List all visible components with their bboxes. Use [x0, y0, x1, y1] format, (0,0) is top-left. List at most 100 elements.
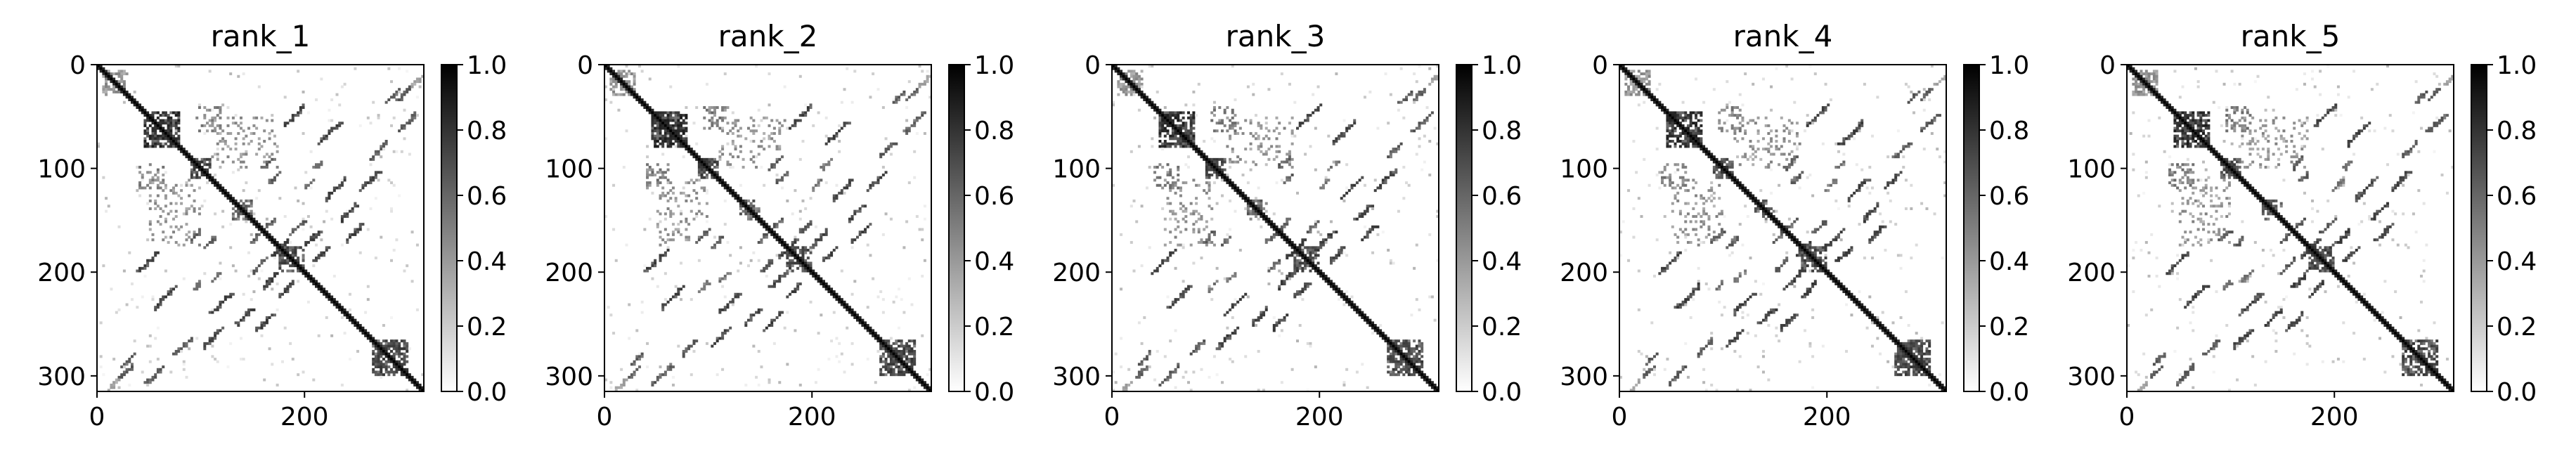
heatmap-cell [159, 300, 162, 304]
heatmap-cell [1254, 207, 1257, 210]
heatmap-cell [1389, 370, 1392, 374]
heatmap-cell [1218, 157, 1222, 161]
heatmap-cell [1215, 165, 1219, 169]
heatmap-cell [271, 220, 274, 223]
heatmap-cell [268, 347, 271, 351]
heatmap-cell [1212, 283, 1216, 285]
heatmap-cell [1184, 124, 1188, 127]
heatmap-cell [133, 100, 136, 104]
heatmap-cell [1345, 186, 1349, 190]
heatmap-cell [1221, 129, 1224, 133]
heatmap-cell [1171, 131, 1174, 135]
heatmap-cell [900, 352, 903, 356]
heatmap-cell [1156, 176, 1159, 179]
heatmap-cell [1148, 98, 1151, 101]
heatmap-cell [289, 246, 292, 249]
heatmap-cell [395, 344, 399, 348]
heatmap-cell [1309, 114, 1312, 117]
heatmap-cell [625, 65, 628, 67]
heatmap-cell [848, 217, 851, 221]
heatmap-cell [628, 337, 631, 340]
heatmap-cell [193, 171, 196, 174]
heatmap-cell [742, 165, 745, 169]
heatmap-cell [628, 303, 631, 306]
heatmap-cell [146, 238, 150, 242]
heatmap-cell [718, 337, 722, 340]
heatmap-cell [1163, 129, 1167, 133]
heatmap-cell [731, 131, 734, 135]
heatmap-cell [1278, 165, 1281, 169]
heatmap-cell [855, 313, 859, 317]
heatmap-cell [172, 189, 176, 193]
heatmap-cell [620, 368, 623, 371]
heatmap-cell [770, 131, 774, 135]
heatmap-cell [403, 137, 406, 141]
heatmap-cell [881, 152, 885, 156]
heatmap-cell [234, 209, 238, 213]
heatmap-cell [687, 235, 691, 239]
heatmap-cell [746, 199, 750, 202]
heatmap-cell [695, 212, 699, 216]
heatmap-cell [812, 243, 815, 247]
heatmap-cell [1423, 119, 1426, 122]
heatmap-cell [105, 90, 108, 93]
heatmap-cell [273, 238, 276, 242]
heatmap-cell [661, 145, 665, 148]
heatmap-cell [387, 365, 391, 369]
heatmap-cell [325, 316, 328, 319]
heatmap-cell [1212, 100, 1216, 104]
heatmap-cell [1169, 114, 1172, 117]
heatmap-cell [1132, 199, 1136, 202]
heatmap-cell [612, 72, 616, 76]
heatmap-cell [900, 344, 903, 348]
heatmap-cell [219, 306, 222, 309]
heatmap-cell [1179, 207, 1182, 210]
heatmap-cell [340, 220, 344, 223]
heatmap-cell [172, 186, 176, 190]
heatmap-cell [786, 257, 789, 260]
heatmap-cell [250, 215, 253, 219]
heatmap-cell [1283, 280, 1286, 283]
heatmap-cell [1407, 342, 1411, 345]
heatmap-cell [1169, 111, 1172, 115]
heatmap-cell [690, 199, 693, 202]
heatmap-cell [895, 363, 898, 366]
heatmap-cell [1177, 137, 1180, 141]
heatmap-cell [1332, 230, 1335, 234]
heatmap-cell [752, 207, 756, 210]
heatmap-cell [1350, 300, 1354, 304]
heatmap-cell [294, 264, 297, 268]
heatmap-cell [1254, 131, 1257, 135]
heatmap-cell [224, 298, 227, 301]
heatmap-cell [1117, 80, 1120, 84]
heatmap-cell [640, 352, 644, 356]
heatmap-cell [276, 145, 279, 148]
heatmap-cell [265, 225, 268, 228]
heatmap-cell [711, 344, 714, 348]
heatmap-cell [887, 339, 891, 343]
heatmap-cell [1226, 337, 1229, 340]
heatmap-cell [1221, 171, 1224, 174]
heatmap-cell [1158, 131, 1162, 135]
heatmap-cell [637, 65, 641, 67]
heatmap-cell [1140, 85, 1144, 89]
heatmap-cell [604, 85, 607, 89]
heatmap-cell [1221, 194, 1224, 197]
heatmap-cell [1163, 178, 1167, 182]
heatmap-cell [887, 352, 891, 356]
heatmap-cell [369, 163, 373, 167]
heatmap-cell [1389, 342, 1392, 345]
heatmap-cell [1177, 111, 1180, 115]
heatmap-cell [775, 181, 779, 185]
heatmap-cell [1130, 88, 1133, 91]
heatmap-cell [203, 347, 207, 351]
heatmap-cell [185, 344, 188, 348]
heatmap-cell [278, 259, 282, 262]
heatmap-cell [656, 134, 659, 138]
heatmap-cell [255, 220, 259, 223]
heatmap-cell [664, 272, 667, 275]
heatmap-cell [926, 383, 929, 387]
heatmap-cell [239, 155, 242, 159]
heatmap-cell [354, 321, 357, 325]
heatmap-cell [1423, 160, 1426, 164]
